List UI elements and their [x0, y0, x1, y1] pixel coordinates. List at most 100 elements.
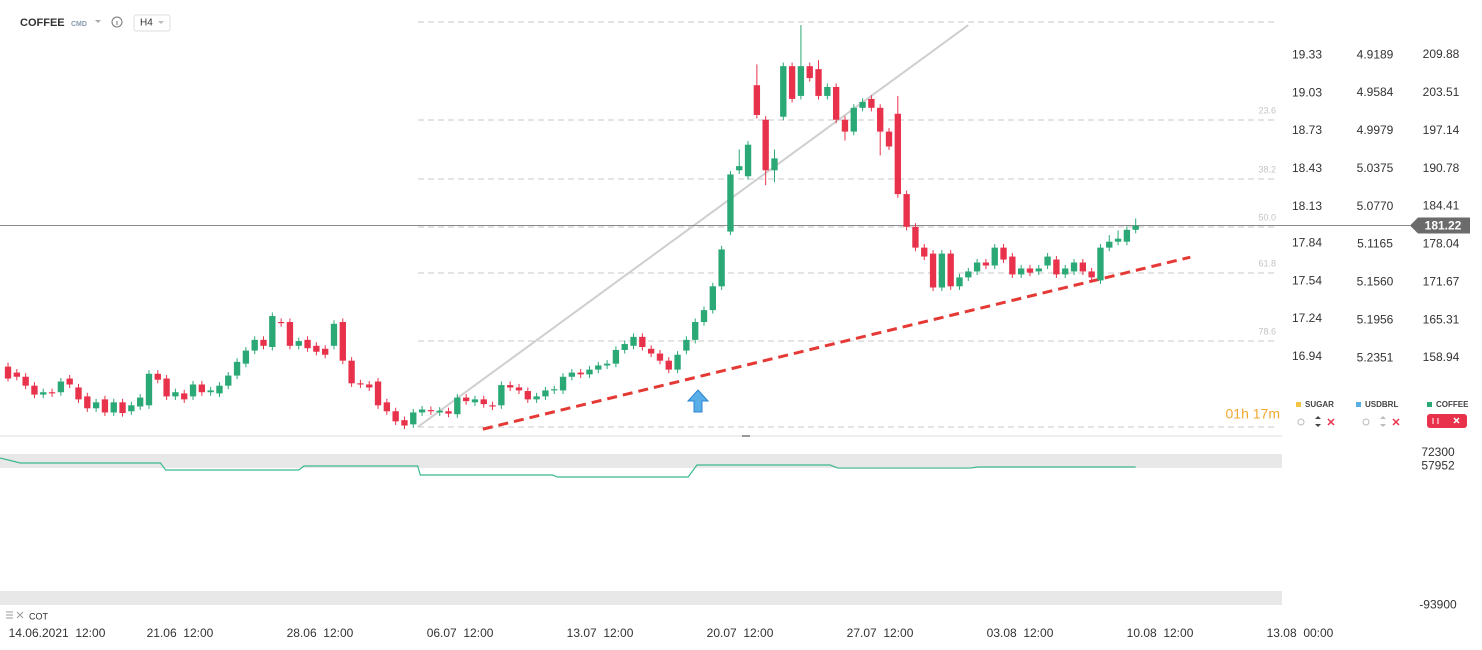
interval[interactable]: H4 — [140, 18, 153, 29]
candle-body — [366, 384, 373, 388]
price-tick-label: 190.78 — [1423, 161, 1460, 175]
pane-handle[interactable] — [742, 435, 750, 437]
candle-body — [612, 349, 620, 364]
candle-body — [912, 226, 919, 248]
price-tick-label: 178.04 — [1423, 237, 1460, 251]
candle-body — [824, 86, 831, 96]
candle-body — [410, 412, 417, 425]
info-icon[interactable] — [111, 16, 123, 28]
candle-body — [330, 323, 338, 346]
candle-body — [947, 253, 954, 287]
candle-body — [762, 119, 769, 171]
price-tick-label: 184.41 — [1423, 199, 1460, 213]
fib-label: 23.6 — [1258, 105, 1276, 115]
close-icon[interactable] — [16, 611, 24, 619]
secondary-tick-label: 19.03 — [1292, 85, 1322, 99]
price-tick-label: 158.94 — [1423, 350, 1460, 364]
candle-body — [66, 378, 73, 385]
secondary-tick-label: 5.0375 — [1357, 161, 1394, 175]
candle-body — [13, 372, 20, 377]
candle-body — [269, 316, 276, 347]
dropdown-arrow[interactable] — [95, 20, 101, 23]
secondary-tick-label: 18.73 — [1292, 123, 1322, 137]
secondary-tick-label: 18.13 — [1292, 199, 1322, 213]
candle-body — [982, 262, 990, 266]
candle-body — [357, 383, 364, 385]
candle-body — [647, 348, 655, 354]
secondary-tick-label: 4.9584 — [1357, 85, 1394, 99]
candle-body — [718, 249, 725, 287]
trendline — [417, 24, 969, 428]
candle-body — [57, 381, 65, 393]
candle-body — [859, 101, 866, 108]
candle-body — [630, 336, 637, 346]
candle-body — [1114, 238, 1122, 242]
candle-body — [771, 158, 778, 171]
legend-swatch — [1356, 402, 1361, 407]
secondary-tick-label: 5.0770 — [1357, 199, 1394, 213]
candle-body — [110, 402, 117, 413]
indicator-name: COT — [29, 611, 49, 621]
legend-swatch — [1296, 402, 1301, 407]
candle-body — [921, 247, 928, 257]
interval-box[interactable] — [133, 14, 171, 32]
candle-body — [885, 131, 893, 147]
candle-body — [603, 363, 611, 366]
candle-body — [445, 411, 452, 414]
candle-body — [938, 253, 946, 288]
candle-body — [753, 85, 761, 115]
candle-body — [1026, 268, 1034, 273]
candle-body — [683, 339, 690, 351]
candle-body — [436, 410, 443, 413]
candle-body — [1053, 259, 1060, 275]
x-tick-label: 13.07 12:00 — [567, 626, 634, 640]
candle-body — [260, 339, 267, 346]
candle-body — [154, 373, 161, 380]
candle-body — [542, 390, 549, 397]
candle-body — [101, 399, 109, 413]
candle-body — [31, 385, 38, 395]
candle-body — [322, 348, 329, 355]
candle-body — [674, 354, 681, 370]
candle-body — [4, 366, 12, 379]
last-price-label: 181.22 — [1425, 219, 1462, 233]
candle-body — [524, 391, 531, 400]
candle-body — [207, 390, 214, 393]
menu-icon[interactable] — [6, 611, 13, 619]
legend-swatch — [1427, 402, 1432, 407]
candle-body — [348, 360, 355, 384]
secondary-tick-label: 16.94 — [1292, 349, 1322, 363]
candle-body — [1044, 256, 1051, 266]
candle-body — [551, 389, 558, 391]
candle-body — [973, 262, 981, 272]
legend-label: SUGAR — [1305, 400, 1334, 409]
candle-body — [877, 107, 884, 132]
candle-body — [145, 373, 153, 406]
candle-body — [454, 397, 461, 415]
candle-body — [1106, 241, 1113, 248]
candle-body — [806, 66, 813, 79]
secondary-tick-label: 5.1560 — [1357, 275, 1394, 289]
candle-body — [163, 378, 170, 397]
interval-arrow — [158, 21, 164, 24]
candle-body — [709, 286, 716, 311]
symbol[interactable]: COFFEE — [20, 17, 65, 29]
candle-body — [462, 397, 470, 402]
x-tick-label: 03.08 12:00 — [987, 626, 1054, 640]
candle-body — [136, 397, 144, 407]
secondary-tick-label: 17.84 — [1292, 235, 1322, 249]
trendline — [482, 255, 1191, 431]
candle-body — [277, 322, 285, 324]
candle-body — [1062, 268, 1069, 275]
candle-body — [744, 144, 752, 177]
candle-body — [832, 86, 840, 120]
candle-body — [850, 107, 857, 132]
candle-body — [727, 174, 734, 232]
secondary-tick-label: 18.43 — [1292, 161, 1322, 175]
candle-body — [1123, 229, 1131, 242]
signal-arrow — [686, 389, 710, 413]
candle-body — [313, 345, 320, 352]
price-tick-label: 165.31 — [1423, 312, 1460, 326]
fib-label: 61.8 — [1258, 258, 1276, 268]
x-tick-label: 06.07 12:00 — [427, 626, 494, 640]
